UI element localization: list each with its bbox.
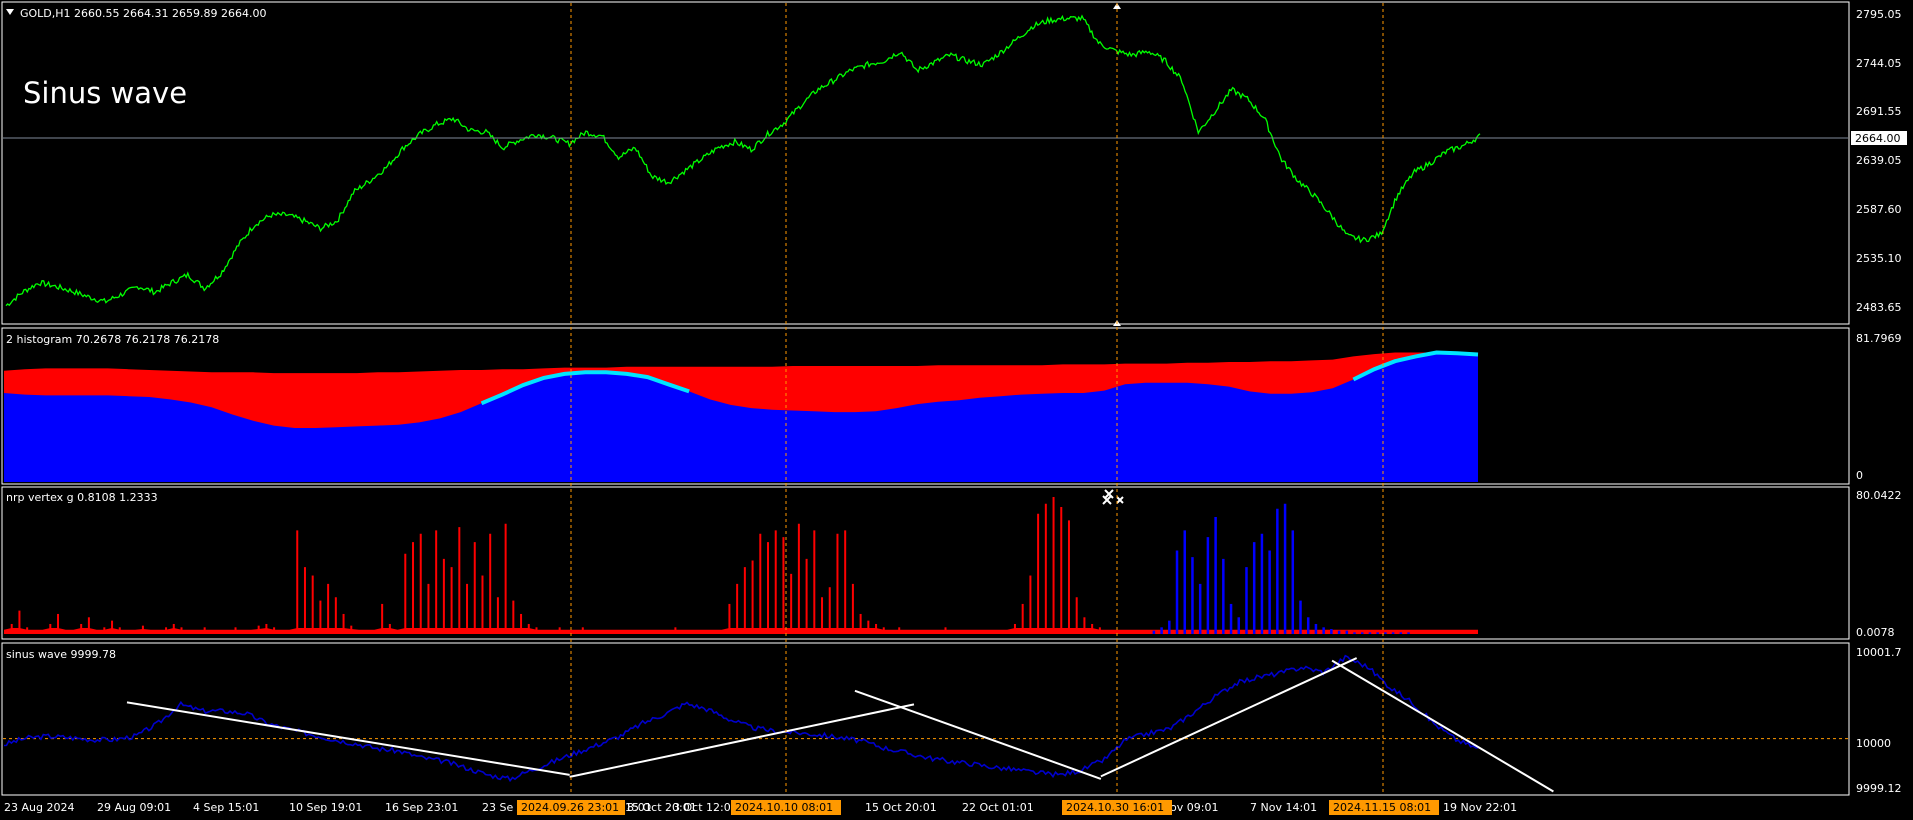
current-price-label-bg bbox=[1851, 131, 1907, 145]
y-tick: 0 bbox=[1856, 469, 1863, 482]
sine-panel-frame bbox=[1, 642, 1850, 796]
x-tick: 7 Nov 14:01 bbox=[1250, 801, 1317, 814]
y-tick: 0.0078 bbox=[1856, 626, 1895, 639]
sine-panel-header: sinus wave 9999.78 bbox=[6, 648, 116, 661]
price-y-axis: 2795.05 2744.05 2691.55 2639.05 2587.60 … bbox=[1856, 8, 1902, 314]
price-panel-header: GOLD,H1 2660.55 2664.31 2659.89 2664.00 bbox=[20, 7, 267, 20]
nrp-vertex-chart bbox=[4, 497, 1478, 634]
trend-line bbox=[126, 701, 570, 776]
y-tick: 2691.55 bbox=[1856, 105, 1902, 118]
histogram-cyan-segment bbox=[480, 370, 690, 406]
y-tick: 2535.10 bbox=[1856, 252, 1902, 265]
y-tick: 2744.05 bbox=[1856, 57, 1902, 70]
date-highlight-label: 2024.11.15 08:01 bbox=[1333, 801, 1431, 814]
trend-line bbox=[569, 703, 915, 778]
hist-panel-frame bbox=[1, 327, 1850, 485]
date-highlight-label: 2024.10.10 08:01 bbox=[735, 801, 833, 814]
trend-line bbox=[1331, 659, 1554, 793]
hist-y-axis: 81.7969 0 bbox=[1856, 332, 1902, 482]
chart-overlay-title: Sinus wave bbox=[23, 76, 187, 110]
y-tick: 10000 bbox=[1856, 737, 1891, 750]
y-tick: 2587.60 bbox=[1856, 203, 1902, 216]
x-tick: 3 Oct 12:0 bbox=[673, 801, 731, 814]
y-tick: 2483.65 bbox=[1856, 301, 1902, 314]
histogram-chart bbox=[4, 350, 1479, 482]
x-tick: 22 Oct 01:01 bbox=[962, 801, 1034, 814]
y-tick: 81.7969 bbox=[1856, 332, 1902, 345]
nrp-y-axis: 80.0422 0.0078 bbox=[1856, 489, 1902, 639]
x-tick: 23 Aug 2024 bbox=[4, 801, 74, 814]
hist-panel-header: 2 histogram 70.2678 76.2178 76.2178 bbox=[6, 333, 219, 346]
sine-series-line bbox=[3, 654, 1479, 783]
date-highlight bbox=[517, 800, 625, 815]
current-price-label: 2664.00 bbox=[1855, 132, 1901, 145]
x-tick: 8:01 bbox=[627, 801, 652, 814]
date-highlight bbox=[1329, 800, 1439, 815]
nrp-markers bbox=[1102, 489, 1124, 505]
x-tick: 16 Sep 23:01 bbox=[385, 801, 458, 814]
x-tick: 19 Nov 22:01 bbox=[1443, 801, 1517, 814]
y-tick: 10001.7 bbox=[1856, 646, 1902, 659]
histogram-cyan-segment bbox=[1352, 350, 1479, 382]
date-highlight-label: 2024.09.26 23:01 bbox=[521, 801, 619, 814]
x-tick: 10 Sep 19:01 bbox=[289, 801, 362, 814]
date-highlight bbox=[731, 800, 841, 815]
nrp-panel-header: nrp vertex g 0.8108 1.2333 bbox=[6, 491, 158, 504]
y-tick: 2795.05 bbox=[1856, 8, 1902, 21]
y-tick: 9999.12 bbox=[1856, 782, 1902, 795]
sine-wave-chart bbox=[3, 654, 1848, 793]
sine-y-axis: 10001.7 10000 9999.12 bbox=[1856, 646, 1902, 795]
price-chart bbox=[5, 14, 1481, 307]
price-panel-frame bbox=[1, 1, 1850, 325]
x-tick: ov 09:01 bbox=[1170, 801, 1218, 814]
y-tick: 80.0422 bbox=[1856, 489, 1902, 502]
x-tick: 15 Oct 20:01 bbox=[625, 801, 697, 814]
y-tick: 2639.05 bbox=[1856, 154, 1902, 167]
date-highlight bbox=[1062, 800, 1172, 815]
nrp-base-area bbox=[4, 628, 1478, 634]
nrp-panel-frame bbox=[1, 486, 1850, 640]
trend-line bbox=[1100, 657, 1358, 778]
price-series-line bbox=[5, 14, 1481, 307]
x-tick: 29 Aug 09:01 bbox=[97, 801, 171, 814]
trend-line bbox=[854, 689, 1102, 780]
time-axis: 23 Aug 2024 29 Aug 09:01 4 Sep 15:01 10 … bbox=[4, 800, 1517, 815]
x-tick: 23 Se bbox=[482, 801, 513, 814]
x-tick: 4 Sep 15:01 bbox=[193, 801, 259, 814]
chart-menu-icon[interactable] bbox=[6, 9, 14, 15]
histogram-blue-area bbox=[4, 352, 1478, 482]
date-highlight-label: 2024.10.30 16:01 bbox=[1066, 801, 1164, 814]
x-tick: 15 Oct 20:01 bbox=[865, 801, 937, 814]
